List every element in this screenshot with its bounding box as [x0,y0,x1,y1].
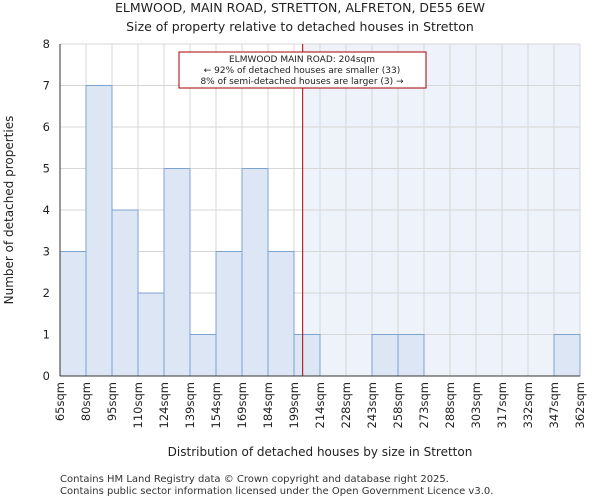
bar [241,168,269,377]
y-tick-label: 0 [43,369,50,383]
bar [371,334,399,377]
y-tick-label: 2 [43,286,50,300]
x-tick-label: 273sqm [417,382,431,428]
y-tick-label: 4 [43,203,50,217]
bar [59,251,87,377]
x-tick-label: 317sqm [495,382,509,428]
x-tick-label: 184sqm [261,382,275,428]
bar [111,209,139,377]
x-tick-label: 303sqm [469,382,483,428]
x-tick-label: 169sqm [235,382,249,428]
bar [137,292,165,377]
axes [59,44,580,377]
bar [267,251,295,377]
y-tick-label: 3 [43,245,50,259]
x-tick-labels: 65sqm 80sqm 95sqm 110sqm 124sqm 139sqm 154sqm 1… [53,382,587,428]
x-tick-label: 95sqm [105,382,119,421]
x-tick-label: 332sqm [521,382,535,428]
y-tick-label: 7 [43,79,50,93]
footer-line-1: Contains HM Land Registry data © Crown c… [60,474,449,485]
x-tick-label: 288sqm [443,382,457,428]
chart-subtitle: Size of property relative to detached ho… [126,19,474,34]
x-tick-label: 362sqm [573,382,587,428]
annotation-frame [178,51,427,89]
x-tick-label: 124sqm [157,382,171,428]
bar [163,168,191,377]
x-tick-label: 80sqm [79,382,93,421]
x-tick-label: 110sqm [131,382,145,428]
chart-title: ELMWOOD, MAIN ROAD, STRETTON, ALFRETON, … [115,0,485,15]
x-tick-label: 139sqm [183,382,197,428]
x-tick-label: 214sqm [313,382,327,428]
bar [553,334,581,377]
y-tick-labels: 0 1 2 3 4 5 6 7 8 [43,37,50,383]
bars [59,85,581,377]
x-tick-label: 243sqm [365,382,379,428]
bar [293,334,321,377]
x-tick-label: 199sqm [287,382,301,428]
x-tick-label: 347sqm [547,382,561,428]
x-tick-label: 154sqm [209,382,223,428]
x-axis-title: Distribution of detached houses by size … [168,445,473,459]
x-tick-label: 228sqm [339,382,353,428]
bar [215,251,243,377]
x-tick-label: 258sqm [391,382,405,428]
y-tick-label: 5 [43,162,50,176]
annotation-line-1: ELMWOOD MAIN ROAD: 204sqm [229,55,375,65]
annotation-box: ELMWOOD MAIN ROAD: 204sqm ← 92% of detac… [178,51,427,89]
footer-line-2: Contains public sector information licen… [60,486,493,497]
y-tick-label: 8 [43,37,50,51]
annotation-line-3: 8% of semi-detached houses are larger (3… [200,77,404,87]
y-tick-label: 6 [43,120,50,134]
y-axis-title: Number of detached properties [2,116,16,305]
y-tick-label: 1 [43,328,50,342]
annotation-line-2: ← 92% of detached houses are smaller (33… [204,66,401,76]
bar [397,334,425,377]
x-tick-label: 65sqm [53,382,67,421]
bar [189,334,217,377]
bar [85,85,113,377]
